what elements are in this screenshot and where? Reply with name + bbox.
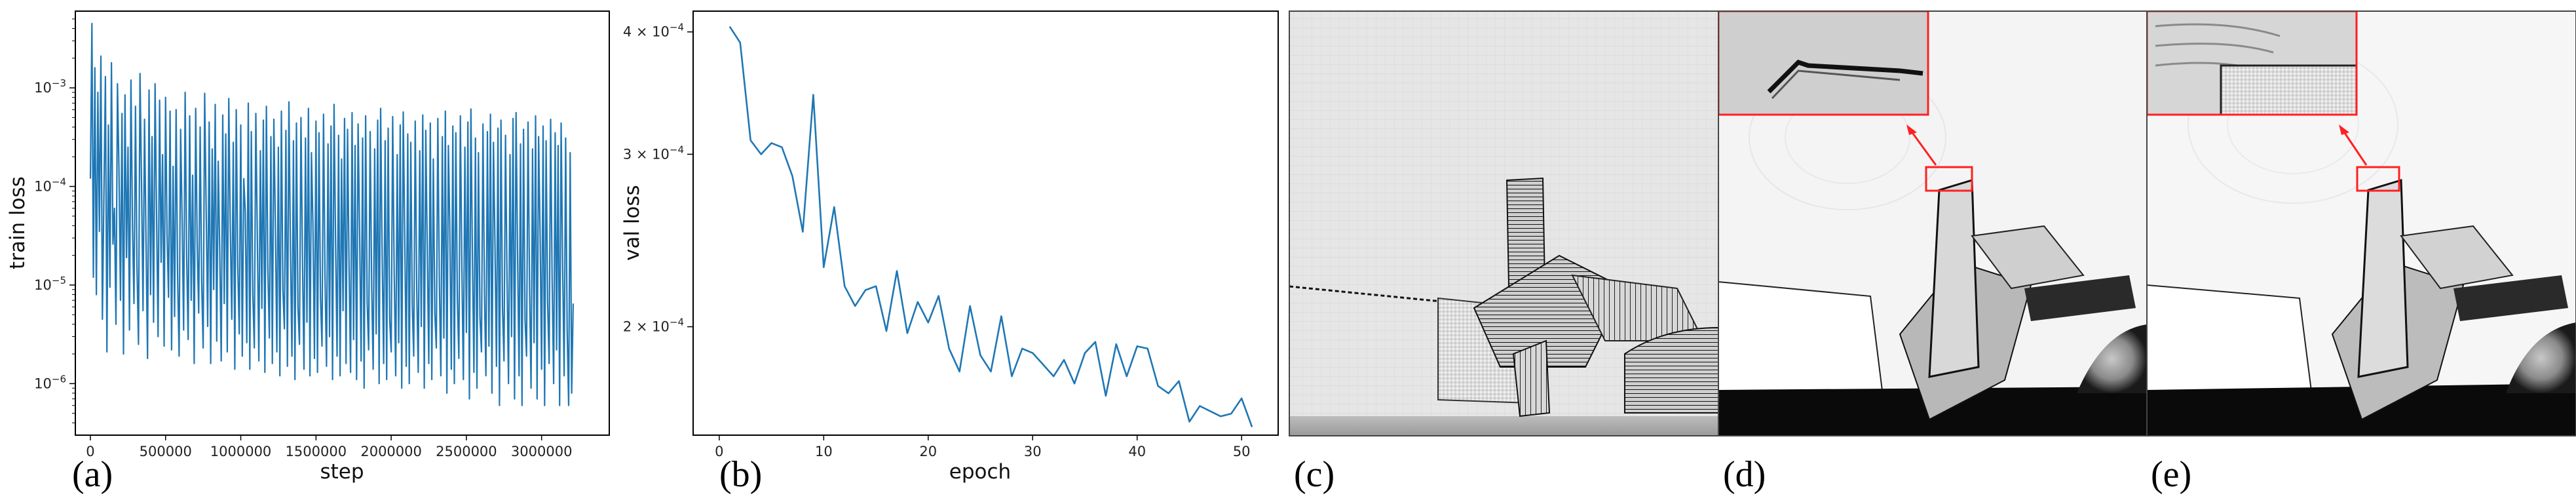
panel-d-zoom-edge — [1767, 59, 1923, 94]
val-loss-x-tick-label: 40 — [1128, 444, 1146, 459]
val-loss-x-tick-label: 0 — [715, 444, 723, 459]
depth-render-image-d — [1718, 10, 2148, 436]
val-loss-x-tick-label: 20 — [919, 444, 937, 459]
val-loss-x-tick-label: 10 — [815, 444, 833, 459]
panel-d-highlight-box — [1925, 166, 1973, 192]
val-loss-x-axis-label: epoch — [949, 460, 1011, 484]
panel-e-zoom-inset-border — [2147, 11, 2358, 116]
panel-label-e: (e) — [2151, 454, 2191, 495]
panel-c-edge-line — [1289, 285, 1442, 303]
panel-e-border — [2146, 10, 2576, 436]
depth-reconstruction-image-c — [1289, 10, 1719, 436]
train-loss-y-tick-label: 10−4 — [34, 176, 66, 194]
panel-e-pointer-line — [2341, 128, 2368, 166]
train-loss-y-tick-label: 10−5 — [34, 275, 66, 293]
val-loss-x-ticks: 0 10 20 30 40 50 — [715, 435, 1251, 459]
val-loss-line-group — [729, 26, 1253, 428]
panel-e-top-block — [2400, 225, 2514, 290]
panel-e-sphere — [2506, 322, 2576, 393]
val-loss-chart: 0 10 20 30 40 50 4 × 10−4 3 × 10−4 2 × 10−4 epo… — [620, 10, 1279, 484]
train-loss-x-axis-label: step — [320, 460, 364, 484]
panel-d-dark-slab — [2024, 275, 2136, 321]
panel-d-pointer-arrow — [1906, 125, 1917, 135]
panel-c-sphere-region — [1624, 326, 1718, 414]
val-loss-y-tick-label: 4 × 10−4 — [623, 22, 684, 40]
panel-label-a: (a) — [72, 454, 113, 495]
train-loss-x-tick-label: 3000000 — [511, 444, 573, 459]
depth-render-image-e — [2146, 10, 2576, 436]
panel-e-zoom-block — [2220, 64, 2358, 116]
train-loss-x-tick-label: 0 — [86, 444, 94, 459]
train-loss-x-tick-label: 2500000 — [436, 444, 497, 459]
panel-d-upright-block — [1928, 179, 1980, 378]
val-loss-y-ticks: 4 × 10−4 3 × 10−4 2 × 10−4 — [623, 22, 693, 335]
panel-e-highlight-box — [2356, 166, 2400, 192]
train-loss-chart: 0 500000 1000000 1500000 2000000 2500000 30000… — [6, 10, 610, 484]
val-loss-y-tick-label: 3 × 10−4 — [623, 144, 684, 162]
val-loss-y-axis-label: val loss — [620, 185, 644, 261]
val-loss-series-line — [729, 26, 1253, 428]
train-loss-x-tick-label: 2000000 — [360, 444, 422, 459]
panel-d-top-block — [1971, 225, 2085, 290]
train-loss-x-tick-label: 500000 — [140, 444, 192, 459]
panel-e-pointer-arrow — [2339, 125, 2349, 135]
train-loss-y-tick-label: 10−6 — [34, 373, 66, 391]
train-loss-line-group — [89, 22, 574, 406]
train-loss-series-line — [89, 22, 574, 406]
val-loss-x-tick-label: 30 — [1024, 444, 1042, 459]
train-loss-x-tick-label: 1500000 — [286, 444, 347, 459]
panel-d-zoom-edge-2 — [1771, 69, 1901, 100]
train-loss-x-ticks: 0 500000 1000000 1500000 2000000 2500000 30000… — [86, 435, 572, 459]
val-loss-plot-frame — [692, 10, 1279, 436]
train-loss-y-axis-label: train loss — [6, 176, 29, 269]
panel-e-dark-slab — [2453, 275, 2568, 321]
panel-label-d: (d) — [1723, 454, 1766, 495]
panel-d-zoom-inset-border — [1718, 11, 1929, 116]
panel-label-b: (b) — [719, 454, 762, 495]
panel-e-upright-block — [2357, 179, 2409, 378]
train-loss-plot-frame — [75, 10, 610, 436]
panel-d-pointer-line — [1908, 128, 1937, 166]
train-loss-x-tick-label: 1000000 — [210, 444, 272, 459]
panel-c-block-base — [1512, 339, 1551, 417]
panel-c-floor — [1289, 416, 1718, 436]
panel-d-sphere — [2077, 324, 2147, 393]
panel-label-c: (c) — [1294, 454, 1335, 495]
val-loss-x-tick-label: 50 — [1233, 444, 1251, 459]
panel-d-zoom-inset — [1718, 11, 1928, 115]
train-loss-y-tick-label: 10−3 — [34, 77, 66, 96]
train-loss-y-ticks: 10−3 10−4 10−5 10−6 — [34, 18, 75, 423]
val-loss-y-tick-label: 2 × 10−4 — [623, 317, 684, 335]
